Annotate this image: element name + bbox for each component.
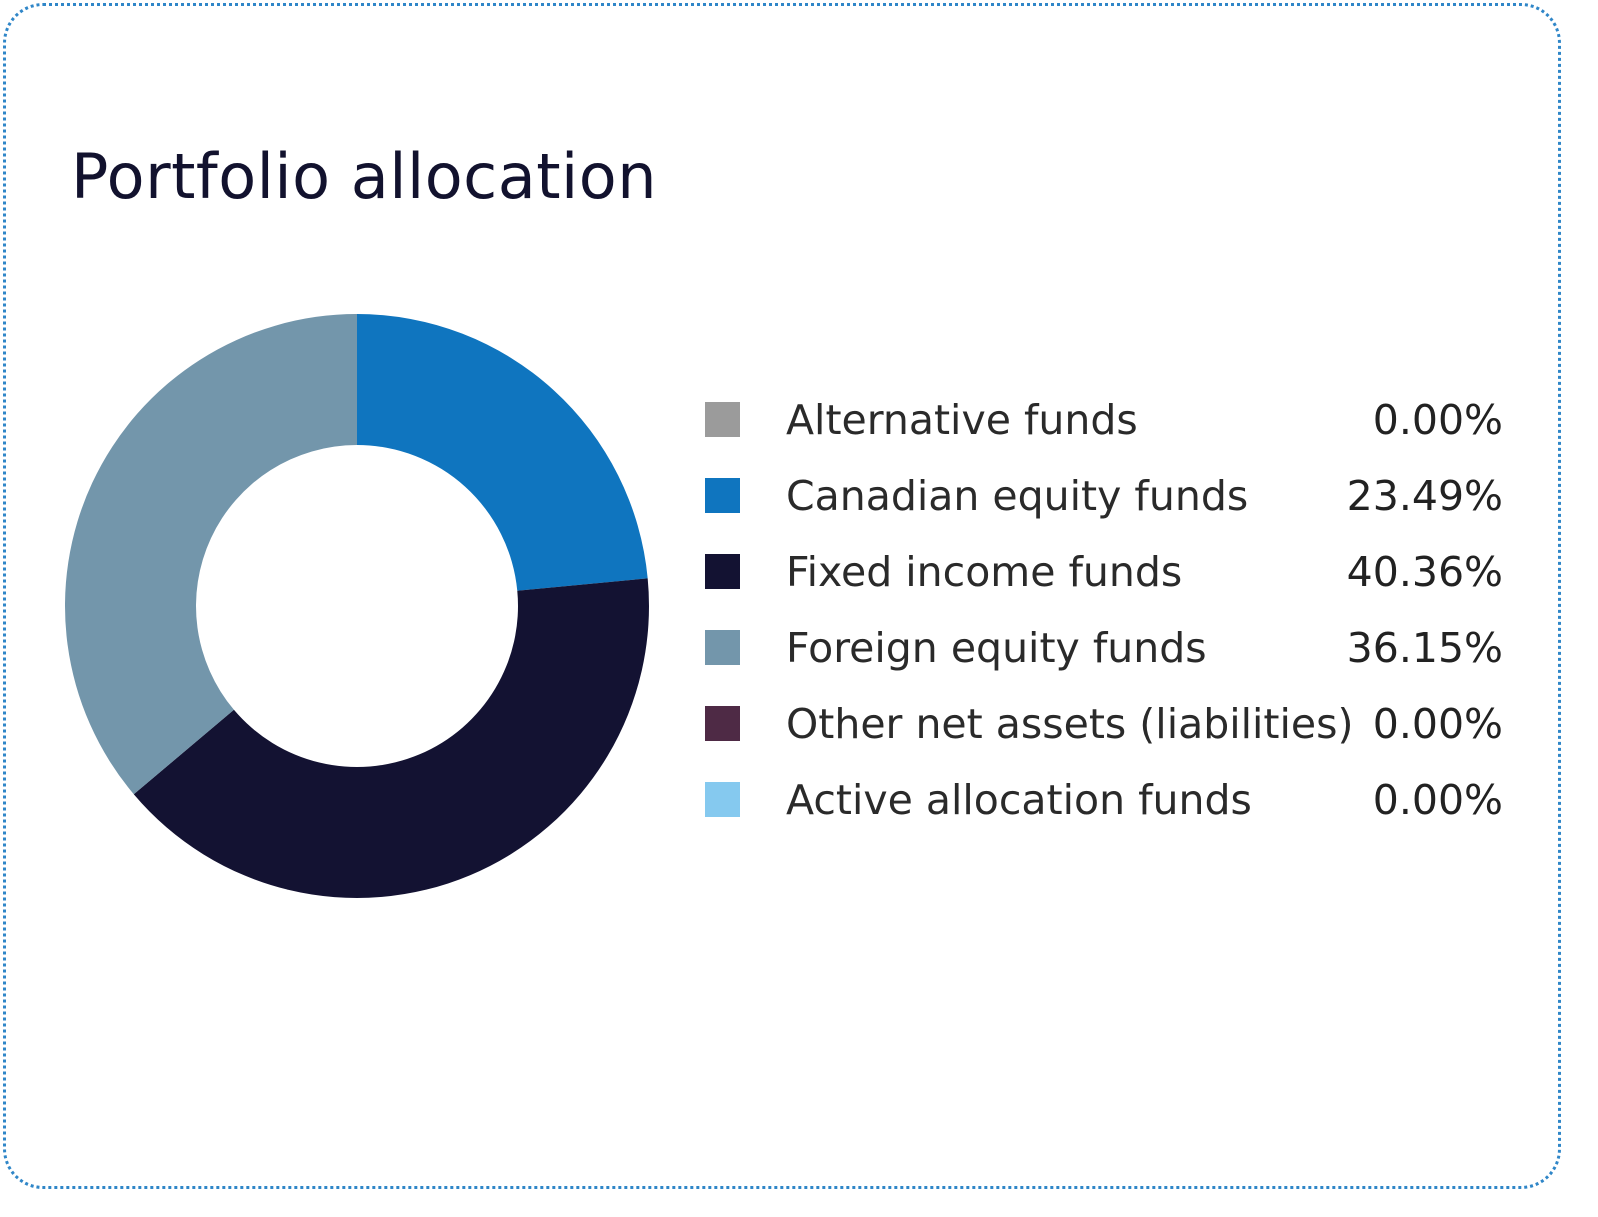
donut-slice-fixed-income-funds [133, 578, 650, 899]
legend-item-foreign-equity-funds: Foreign equity funds 36.15% [705, 612, 1503, 688]
legend-value: 40.36% [1346, 548, 1503, 596]
chart-legend: Alternative funds 0.00% Canadian equity … [705, 384, 1503, 840]
legend-item-fixed-income-funds: Fixed income funds 40.36% [705, 536, 1503, 612]
legend-label: Canadian equity funds [786, 472, 1249, 520]
legend-swatch [705, 478, 740, 513]
legend-value: 23.49% [1346, 472, 1503, 520]
chart-title: Portfolio allocation [71, 140, 657, 213]
donut-slice-canadian-equity-funds [357, 314, 648, 591]
legend-item-other-net-assets: Other net assets (liabilities) 0.00% [705, 688, 1503, 764]
legend-item-canadian-equity-funds: Canadian equity funds 23.49% [705, 460, 1503, 536]
allocation-card: Portfolio allocation Alternative funds 0… [3, 3, 1561, 1189]
legend-swatch [705, 402, 740, 437]
legend-label: Active allocation funds [786, 776, 1252, 824]
legend-swatch [705, 554, 740, 589]
legend-value: 36.15% [1346, 624, 1503, 672]
donut-slice-foreign-equity-funds [65, 314, 358, 795]
legend-value: 0.00% [1372, 776, 1503, 824]
legend-label: Foreign equity funds [786, 624, 1207, 672]
legend-label: Other net assets (liabilities) [786, 700, 1354, 748]
legend-label: Alternative funds [786, 396, 1138, 444]
legend-value: 0.00% [1372, 700, 1503, 748]
donut-chart [65, 314, 650, 899]
legend-label: Fixed income funds [786, 548, 1183, 596]
legend-item-active-allocation-funds: Active allocation funds 0.00% [705, 764, 1503, 840]
legend-value: 0.00% [1372, 396, 1503, 444]
legend-swatch [705, 706, 740, 741]
legend-item-alternative-funds: Alternative funds 0.00% [705, 384, 1503, 460]
legend-swatch [705, 782, 740, 817]
legend-swatch [705, 630, 740, 665]
